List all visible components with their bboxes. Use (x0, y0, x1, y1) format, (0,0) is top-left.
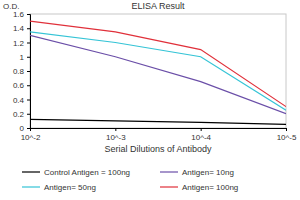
plot: 00.20.40.60.811.21.41.610^-210^-310^-410… (13, 10, 297, 142)
y-tick: 1.2 (13, 39, 30, 48)
y-tick-mark (27, 57, 30, 58)
y-tick: 0.6 (13, 81, 30, 90)
y-tick-mark (27, 114, 30, 115)
y-tick-mark (27, 71, 30, 72)
y-tick: 1.6 (13, 10, 30, 19)
y-tick: 0.2 (13, 110, 30, 119)
x-tick-mark (286, 128, 287, 131)
y-tick-label: 0.6 (13, 81, 25, 90)
y-tick: 1.4 (13, 24, 30, 33)
x-tick: 10^-3 (106, 128, 126, 142)
series-line (30, 21, 286, 107)
legend-swatch (22, 186, 40, 187)
legend-label: Control Antigen = 100ng (44, 168, 130, 177)
y-tick-mark (27, 100, 30, 101)
x-axis-line (31, 129, 287, 132)
y-tick-mark (27, 43, 30, 44)
x-tick: 10^-4 (191, 128, 211, 142)
x-tick-label: 10^-2 (21, 133, 41, 142)
legend-swatch (160, 186, 178, 187)
x-tick-mark (30, 128, 31, 131)
y-tick-mark (27, 85, 30, 86)
series-line (30, 119, 286, 124)
x-axis: 10^-2 10^-3 10^-4 10^-5 (21, 128, 297, 142)
title: ELISA Result (131, 1, 185, 11)
legend-label: Antigen= 10ng (182, 168, 234, 177)
y-axis: 00.20.40.60.811.21.41.6 (13, 10, 31, 133)
lines (30, 21, 286, 124)
legend-swatch (160, 171, 178, 172)
x-tick-mark (201, 128, 202, 131)
y-tick: 0.8 (13, 67, 30, 76)
y-tick-mark (27, 14, 30, 15)
y-axis-title: O.D. (3, 2, 19, 11)
y-tick-label: 0.8 (13, 67, 25, 76)
x-tick: 10^-5 (277, 128, 297, 142)
y-tick: 0.4 (13, 96, 30, 105)
x-tick-label: 10^-5 (277, 133, 297, 142)
x-axis-title: Serial Dilutions of Antibody (104, 144, 212, 154)
series-line (30, 32, 286, 110)
y-tick-label: 1.4 (13, 24, 25, 33)
series-line (30, 35, 286, 113)
y-axis-line (27, 15, 31, 129)
x-tick-label: 10^-4 (191, 133, 211, 142)
y-tick-mark (27, 28, 30, 29)
x-tick-mark (115, 128, 116, 131)
y-tick: 1 (20, 53, 30, 62)
x-tick: 10^-2 (21, 128, 41, 142)
y-tick-label: 1.6 (13, 10, 25, 19)
y-tick-label: 1 (20, 53, 25, 62)
y-tick-label: 0.4 (13, 96, 25, 105)
chart: 00.20.40.60.811.21.41.610^-210^-310^-410… (0, 0, 300, 200)
y-tick-mark (27, 128, 30, 129)
legend-label: Antigen= 100ng (182, 183, 238, 192)
x-tick-label: 10^-3 (106, 133, 126, 142)
legend: Control Antigen = 100ng Antigen= 10ng Anti… (22, 168, 238, 192)
legend-swatch (22, 171, 40, 172)
plot-frame (30, 14, 286, 128)
legend-label: Antigen= 50ng (44, 183, 96, 192)
y-tick-label: 1.2 (13, 39, 25, 48)
y-tick-label: 0.2 (13, 110, 25, 119)
